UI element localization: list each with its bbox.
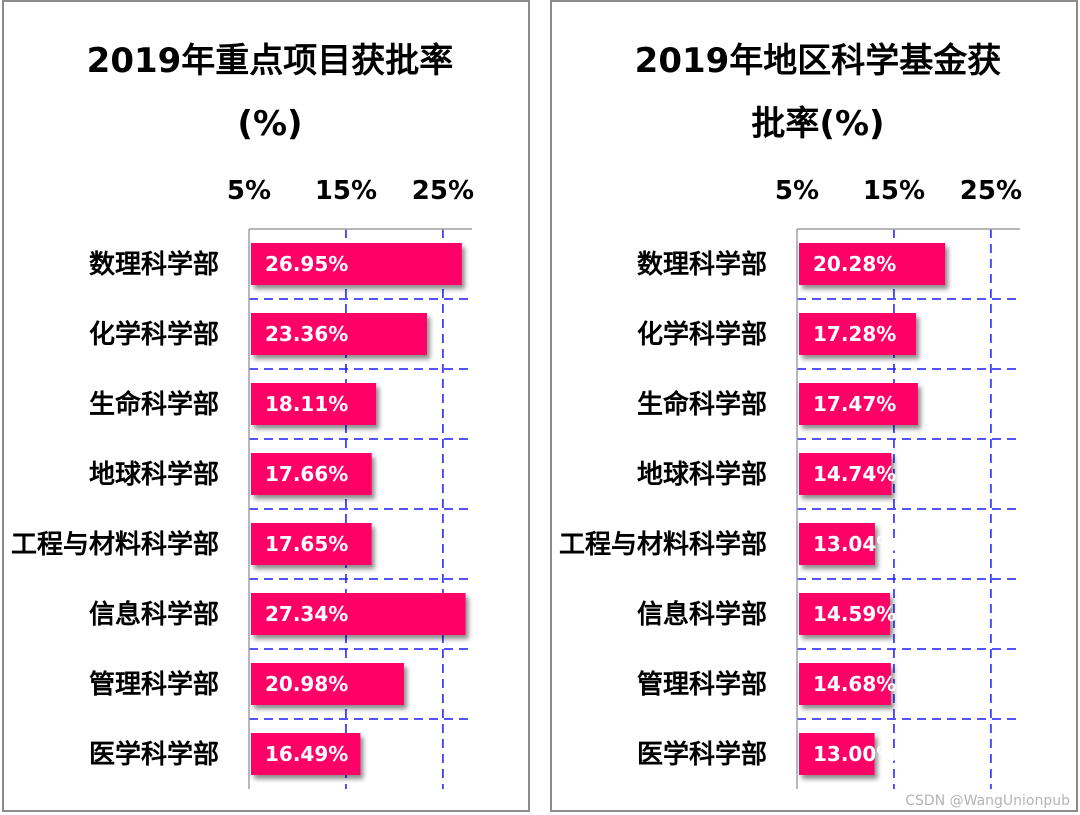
category-label: 地球科学部 (637, 459, 767, 490)
category-label: 工程与材料科学部 (11, 529, 219, 560)
value-label: 17.47% (813, 392, 896, 416)
category-label: 地球科学部 (89, 459, 219, 490)
value-label: 14.68% (813, 672, 896, 696)
x-tick-label: 15% (315, 176, 377, 206)
category-label: 化学科学部 (637, 319, 767, 350)
value-label: 23.36% (265, 322, 348, 346)
value-label: 20.28% (813, 252, 896, 276)
chart-title-line2: (%) (237, 104, 302, 144)
bar (251, 593, 466, 635)
x-tick-label: 5% (227, 176, 271, 206)
category-label: 医学科学部 (89, 739, 219, 770)
bar (799, 733, 875, 775)
value-label: 26.95% (265, 252, 348, 276)
bar (799, 313, 917, 355)
bar (251, 663, 404, 705)
value-label: 18.11% (265, 392, 348, 416)
category-label: 数理科学部 (89, 249, 219, 280)
bar (251, 523, 372, 565)
chart-title-line2: 批率(%) (751, 104, 884, 144)
category-label: 信息科学部 (89, 599, 219, 630)
category-label: 生命科学部 (637, 389, 767, 420)
value-label: 13.00% (813, 742, 896, 766)
bar (799, 383, 918, 425)
bar (251, 453, 372, 495)
value-label: 20.98% (265, 672, 348, 696)
category-label: 工程与材料科学部 (559, 529, 767, 560)
value-label: 17.66% (265, 462, 348, 486)
chart-title: 2019年地区科学基金获 (635, 41, 1002, 81)
category-label: 医学科学部 (637, 739, 767, 770)
x-tick-label: 5% (775, 176, 819, 206)
value-label: 27.34% (265, 602, 348, 626)
bar (799, 523, 875, 565)
bar (251, 733, 361, 775)
chart-panel-key-projects: 2019年重点项目获批率 (%) 5% 15% 25% 数理科学部 26.95% 化学科学部 2… (2, 0, 530, 812)
value-label: 17.65% (265, 532, 348, 556)
bar (251, 313, 428, 355)
chart-title: 2019年重点项目获批率 (87, 41, 454, 81)
chart-panel-regional-fund: 2019年地区科学基金获 批率(%) 5% 15% 25% 数理科学部 20.28% 化学科学… (550, 0, 1078, 812)
value-label: 13.04% (813, 532, 896, 556)
value-label: 16.49% (265, 742, 348, 766)
category-label: 信息科学部 (637, 599, 767, 630)
category-label: 管理科学部 (89, 669, 219, 700)
bar (251, 243, 462, 285)
chart-key-projects: 2019年重点项目获批率 (%) 5% 15% 25% 数理科学部 26.95% 化学科学部 2… (11, 41, 474, 789)
bar (799, 663, 891, 705)
value-label: 14.59% (813, 602, 896, 626)
category-label: 生命科学部 (89, 389, 219, 420)
x-tick-label: 25% (960, 176, 1022, 206)
category-label: 化学科学部 (89, 319, 219, 350)
value-label: 17.28% (813, 322, 896, 346)
value-label: 14.74% (813, 462, 896, 486)
chart-group: 2019年重点项目获批率 (%) 5% 15% 25% 数理科学部 26.95% 化学科学部 2… (11, 41, 474, 789)
bar (799, 453, 892, 495)
category-label: 管理科学部 (637, 669, 767, 700)
bar (251, 383, 377, 425)
bar (799, 593, 890, 635)
category-label: 数理科学部 (637, 249, 767, 280)
watermark: CSDN @WangUnionpub (905, 793, 1070, 809)
x-tick-label: 15% (863, 176, 925, 206)
x-tick-label: 25% (412, 176, 474, 206)
bar (799, 243, 946, 285)
